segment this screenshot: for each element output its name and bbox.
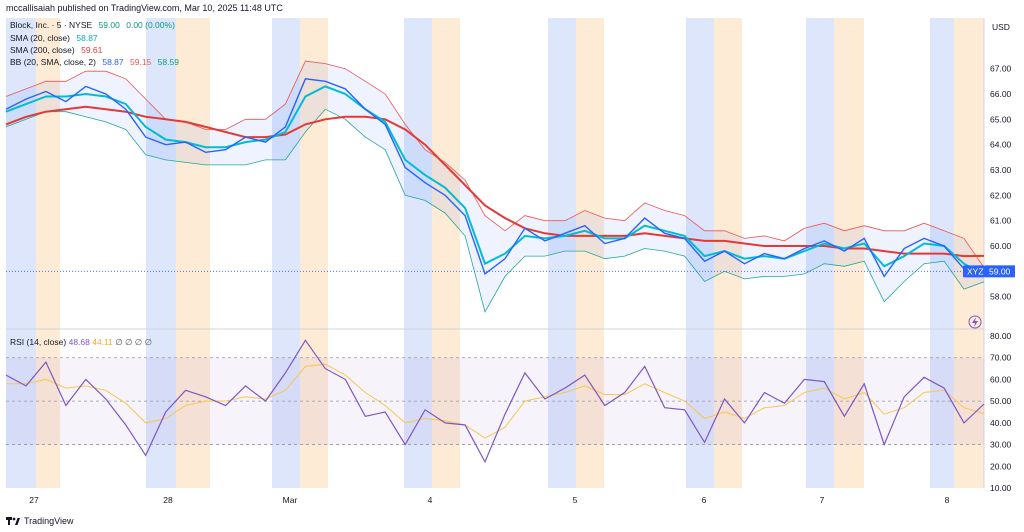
legend-sma200-value: 59.61 bbox=[81, 45, 103, 55]
bollinger-band-fill bbox=[6, 61, 984, 312]
legend-sma200-row: SMA (200, close) 59.61 bbox=[10, 45, 106, 55]
price-tag-ticker: XYZ bbox=[967, 266, 984, 276]
rsi-axis-tick: 20.00 bbox=[990, 461, 1012, 471]
rsi-legend: RSI (14, close) 48.68 44.11 ∅ ∅ ∅ ∅ bbox=[10, 337, 152, 348]
date-axis-tick: Mar bbox=[283, 495, 298, 505]
date-axis-tick: 27 bbox=[29, 495, 39, 505]
session-band bbox=[686, 18, 714, 488]
date-axis-tick: 28 bbox=[163, 495, 173, 505]
rsi-axis-tick: 80.00 bbox=[990, 331, 1012, 341]
date-axis-tick: 6 bbox=[702, 495, 707, 505]
session-band bbox=[176, 18, 210, 488]
date-axis-tick: 8 bbox=[945, 495, 950, 505]
rsi-axis-tick: 60.00 bbox=[990, 374, 1012, 384]
bollinger-lower-line bbox=[5, 108, 985, 313]
legend-sma20-value: 58.87 bbox=[76, 33, 98, 43]
rsi-legend-label: RSI (14, close) bbox=[10, 337, 67, 347]
legend-sma20-row: SMA (20, close) 58.87 bbox=[10, 33, 102, 43]
legend-bb-lower: 58.59 bbox=[157, 57, 179, 67]
sma200-line bbox=[5, 105, 985, 258]
footer-brand-text: TradingView bbox=[24, 516, 74, 526]
session-band bbox=[6, 18, 36, 488]
currency-label: USD bbox=[992, 22, 1010, 32]
price-axis-tick: 64.00 bbox=[990, 140, 1012, 150]
session-band bbox=[806, 18, 834, 488]
price-axis-tick: 66.00 bbox=[990, 89, 1012, 99]
price-axis-tick: 58.00 bbox=[990, 292, 1012, 302]
price-axis-tick: 65.00 bbox=[990, 114, 1012, 124]
price-tag-value: 59.00 bbox=[989, 266, 1011, 276]
rsi-axis-tick: 70.00 bbox=[990, 353, 1012, 363]
date-axis-tick: 4 bbox=[428, 495, 433, 505]
legend-change: 0.00 (0.00%) bbox=[126, 20, 175, 30]
legend-sma20-label: SMA (20, close) bbox=[10, 33, 70, 43]
session-band bbox=[404, 18, 432, 488]
price-axis-tick: 60.00 bbox=[990, 241, 1012, 251]
rsi-axis-tick: 30.00 bbox=[990, 440, 1012, 450]
lightning-icon bbox=[968, 315, 982, 329]
legend-symbol: Block, Inc. · 5 · NYSE bbox=[10, 20, 93, 30]
legend-sma200-label: SMA (200, close) bbox=[10, 45, 75, 55]
session-band bbox=[548, 18, 576, 488]
legend-bb-upper: 59.15 bbox=[130, 57, 152, 67]
lightning-bolt-icon bbox=[972, 317, 978, 327]
price-axis-tick: 61.00 bbox=[990, 216, 1012, 226]
session-band bbox=[272, 18, 300, 488]
footer-brand: TradingView bbox=[6, 516, 74, 526]
session-band bbox=[146, 18, 176, 488]
legend-price: 59.00 bbox=[98, 20, 120, 30]
sma20-line bbox=[5, 85, 985, 276]
publish-byline: mccallisaiah published on TradingView.co… bbox=[6, 3, 283, 13]
tradingview-logo-icon bbox=[6, 517, 20, 525]
price-axis-tick: 67.00 bbox=[990, 64, 1012, 74]
rsi-legend-ma-value: 44.11 bbox=[92, 337, 113, 347]
legend-bb-row: BB (20, SMA, close, 2) 58.87 59.15 58.59 bbox=[10, 57, 183, 67]
date-axis-tick: 7 bbox=[820, 495, 825, 505]
price-line bbox=[5, 78, 985, 278]
session-band bbox=[432, 18, 460, 488]
rsi-legend-value: 48.68 bbox=[68, 337, 90, 347]
price-axis-tick: 62.00 bbox=[990, 190, 1012, 200]
rsi-axis-tick: 10.00 bbox=[990, 483, 1012, 493]
rsi-ma-line bbox=[6, 363, 985, 439]
price-tag-ticker-bg bbox=[963, 265, 985, 278]
rsi-legend-extras: ∅ ∅ ∅ ∅ bbox=[115, 337, 152, 347]
date-axis-tick: 5 bbox=[573, 495, 578, 505]
legend-bb-label: BB (20, SMA, close, 2) bbox=[10, 57, 96, 67]
legend-symbol-row: Block, Inc. · 5 · NYSE 59.00 0.00 (0.00%… bbox=[10, 20, 179, 30]
rsi-axis-tick: 50.00 bbox=[990, 396, 1012, 406]
rsi-axis-tick: 40.00 bbox=[990, 418, 1012, 428]
legend-bb-mid: 58.87 bbox=[102, 57, 124, 67]
price-axis-tick: 63.00 bbox=[990, 165, 1012, 175]
price-tag-value-bg bbox=[985, 265, 1015, 278]
rsi-line bbox=[5, 339, 985, 464]
